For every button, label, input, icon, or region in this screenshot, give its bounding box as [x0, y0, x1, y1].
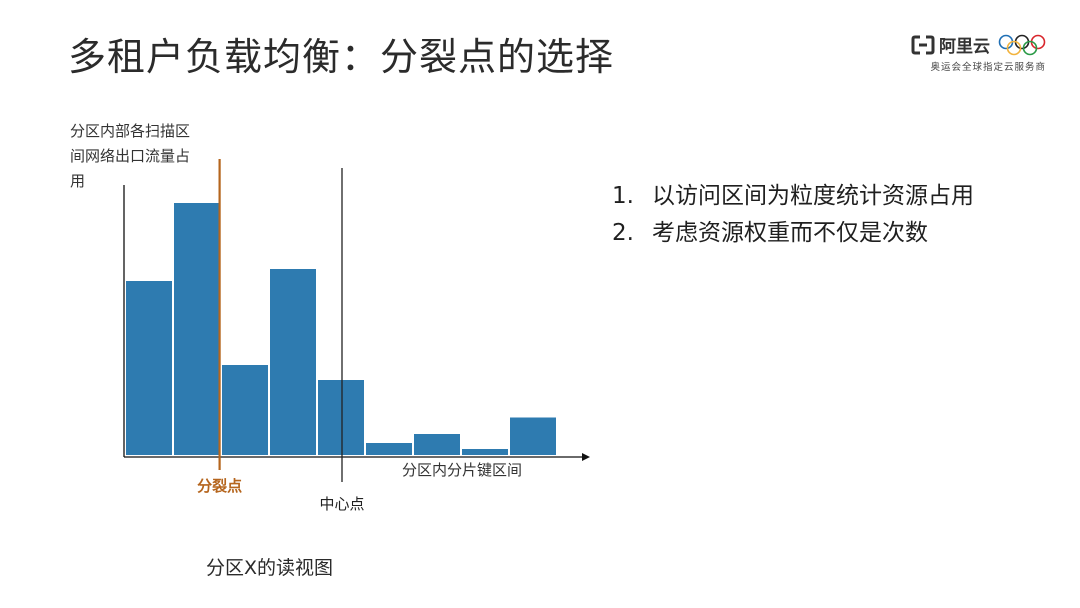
slide-title: 多租户负载均衡：分裂点的选择: [68, 35, 615, 79]
bullet-list: 1. 以访问区间为粒度统计资源占用 2. 考虑资源权重而不仅是次数: [612, 178, 974, 252]
list-item-text: 考虑资源权重而不仅是次数: [652, 220, 928, 246]
histogram-bar: [366, 443, 412, 455]
brand-block: 阿里云 奥运会全球指定云服务商: [906, 32, 1046, 73]
list-item-text: 以访问区间为粒度统计资源占用: [652, 183, 974, 209]
x-axis-arrow: [582, 453, 590, 461]
histogram-bar: [414, 434, 460, 455]
histogram-bar: [126, 281, 172, 455]
histogram-bar: [510, 417, 556, 455]
histogram-bar: [318, 380, 364, 455]
center-point-label: 中心点: [319, 495, 364, 513]
brand-name: 阿里云: [939, 37, 990, 57]
histogram-bar: [174, 203, 220, 455]
aliyun-logo-icon: [911, 35, 935, 54]
brand-tagline: 奥运会全球指定云服务商: [930, 62, 1046, 73]
histogram-bar: [462, 449, 508, 455]
list-item: 2. 考虑资源权重而不仅是次数: [612, 215, 974, 252]
bars-group: [126, 203, 556, 455]
x-axis-label: 分区内分片键区间: [402, 461, 522, 479]
list-item-number: 2.: [612, 220, 634, 246]
y-axis-label: 分区内部各扫描区间网络出口流量占用: [70, 122, 191, 190]
histogram-bar: [270, 269, 316, 455]
list-item: 1. 以访问区间为粒度统计资源占用: [612, 178, 974, 215]
chart-caption: 分区X的读视图: [206, 557, 334, 579]
list-item-number: 1.: [612, 183, 634, 209]
olympic-rings-icon: [998, 34, 1046, 55]
split-point-label: 分裂点: [197, 477, 242, 495]
histogram-bar: [222, 365, 268, 455]
